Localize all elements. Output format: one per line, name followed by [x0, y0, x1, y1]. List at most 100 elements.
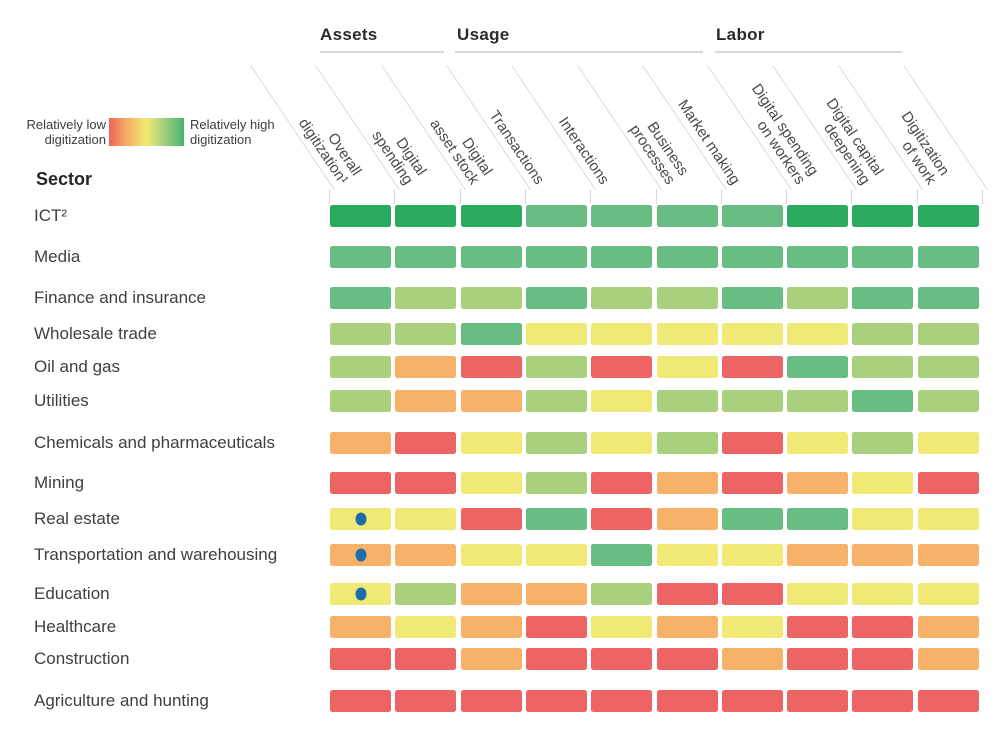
- heatmap-cell: [330, 432, 391, 454]
- column-separator-tick: [329, 189, 330, 204]
- row-label-utilities: Utilities: [34, 391, 89, 410]
- heatmap-cell: [591, 544, 653, 566]
- heatmap-cell: [591, 648, 653, 670]
- heatmap-cell: [656, 246, 718, 268]
- heatmap-cell: [721, 323, 783, 345]
- row-label-mining: Mining: [34, 473, 85, 492]
- column-separator-tick: [524, 189, 526, 204]
- heatmap-cell: [330, 356, 391, 378]
- heatmap-cell: [721, 472, 783, 494]
- heatmap-cell: [460, 356, 522, 378]
- heatmap-cell: [395, 472, 457, 494]
- column-header-line: Interactions: [555, 113, 613, 188]
- heatmap-cell: [591, 472, 653, 494]
- heatmap-cell: [917, 390, 979, 412]
- heatmap-cell: [721, 390, 783, 412]
- column-separator-tick: [916, 189, 918, 204]
- heatmap-cell: [330, 205, 391, 227]
- heatmap-cell: [852, 472, 914, 494]
- heatmap-cell: [917, 356, 979, 378]
- heatmap-cell: [591, 205, 653, 227]
- heatmap-cell: [917, 544, 979, 566]
- column-separator-tick: [655, 189, 657, 204]
- heatmap-cell: [525, 356, 587, 378]
- heatmap-cell: [330, 648, 391, 670]
- column-group-usage: Usage: [457, 25, 510, 44]
- row-label-ict: ICT²: [34, 206, 68, 225]
- column-header-line: Transactions: [485, 107, 548, 188]
- heatmap-cell: [656, 432, 718, 454]
- blue-dot-marker: [355, 512, 366, 526]
- heatmap-cell: [852, 323, 914, 345]
- heatmap-cell: [852, 583, 914, 605]
- heatmap-cell: [852, 508, 914, 530]
- heatmap-cell: [917, 323, 979, 345]
- heatmap-cell: [395, 205, 457, 227]
- heatmap-cell: [460, 246, 522, 268]
- column-group-labor: Labor: [716, 25, 765, 44]
- heatmap-cell: [656, 648, 718, 670]
- heatmap-cell: [787, 616, 849, 638]
- heatmap-cell: [787, 690, 849, 712]
- heatmap-cell: [460, 287, 522, 309]
- heatmap-cell: [721, 205, 783, 227]
- row-label-oil-and-gas: Oil and gas: [34, 357, 120, 376]
- heatmap-cell: [460, 508, 522, 530]
- heatmap-cell: [656, 690, 718, 712]
- heatmap-cell: [721, 544, 783, 566]
- heatmap-cell: [852, 690, 914, 712]
- heatmap-cell: [460, 616, 522, 638]
- heatmap-cell: [330, 690, 391, 712]
- heatmap-cell: [591, 287, 653, 309]
- heatmap-cell: [525, 246, 587, 268]
- heatmap-cell: [917, 472, 979, 494]
- heatmap-cell: [525, 390, 587, 412]
- legend-high-label: Relatively high digitization: [190, 117, 275, 147]
- heatmap-cell: [787, 323, 849, 345]
- heatmap-cell: [787, 390, 849, 412]
- heatmap-cell: [852, 390, 914, 412]
- heatmap-cell: [787, 472, 849, 494]
- heatmap-cell: [525, 648, 587, 670]
- column-group-underline-usage: [455, 51, 703, 53]
- heatmap-cell: [525, 690, 587, 712]
- heatmap-cell: [656, 508, 718, 530]
- heatmap-cell: [395, 616, 457, 638]
- column-separator-tick: [982, 189, 983, 204]
- column-group-underline-labor: [715, 51, 902, 53]
- heatmap-cell: [330, 508, 391, 530]
- heatmap-cell: [591, 432, 653, 454]
- heatmap-cell: [460, 648, 522, 670]
- heatmap-cell: [330, 246, 391, 268]
- column-separator-tick: [786, 189, 788, 204]
- heatmap-cell: [656, 323, 718, 345]
- heatmap-cell: [721, 432, 783, 454]
- legend-gradient-bar: [109, 118, 184, 146]
- blue-dot-marker: [355, 587, 366, 601]
- heatmap-cell: [525, 544, 587, 566]
- heatmap-cell: [787, 432, 849, 454]
- heatmap-cell: [395, 246, 457, 268]
- heatmap-cell: [330, 472, 391, 494]
- heatmap-cell: [917, 583, 979, 605]
- legend-low-label: Relatively low digitization: [26, 117, 106, 147]
- heatmap-cell: [852, 246, 914, 268]
- column-group-underline-assets: [320, 51, 444, 53]
- row-label-agriculture-and-hunting: Agriculture and hunting: [34, 691, 209, 710]
- heatmap-cell: [395, 287, 457, 309]
- heatmap-cell: [525, 472, 587, 494]
- heatmap-cell: [787, 287, 849, 309]
- heatmap-cell: [787, 356, 849, 378]
- blue-dot-marker: [355, 548, 366, 562]
- column-separator-tick: [394, 189, 396, 204]
- heatmap-cell: [395, 432, 457, 454]
- heatmap-cell: [656, 544, 718, 566]
- heatmap-cell: [787, 648, 849, 670]
- heatmap-cell: [917, 205, 979, 227]
- heatmap-cell: [721, 583, 783, 605]
- heatmap-cell: [460, 544, 522, 566]
- heatmap-cell: [721, 648, 783, 670]
- heatmap-cell: [721, 287, 783, 309]
- heatmap-cell: [721, 690, 783, 712]
